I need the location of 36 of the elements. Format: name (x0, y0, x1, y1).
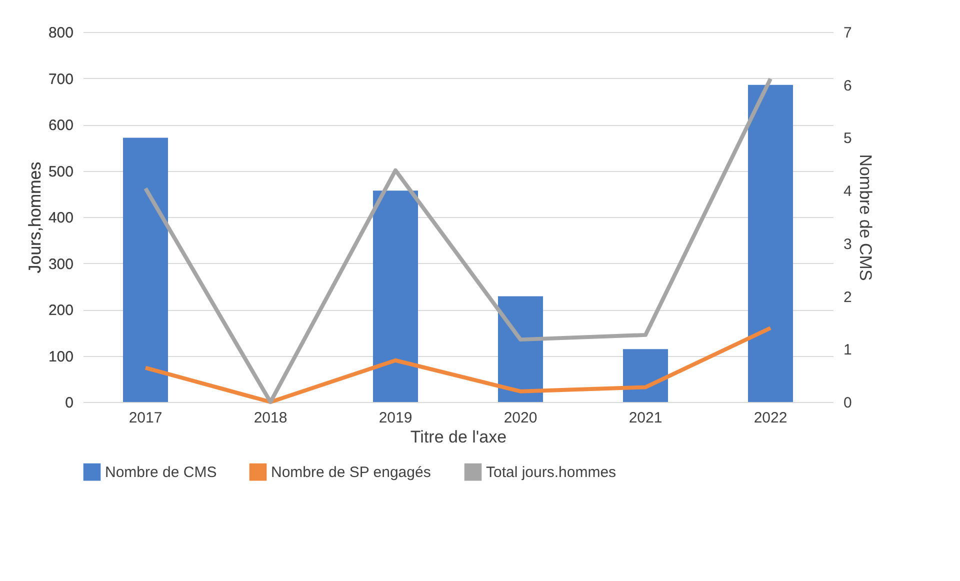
x-tick-label: 2020 (504, 410, 538, 426)
bar (748, 84, 793, 402)
y-axis-title: Jours,hommes (25, 162, 44, 274)
line-series (144, 326, 772, 404)
y2-tick-label: 5 (844, 130, 852, 148)
y-tick-label: 600 (48, 117, 74, 134)
y-tick-label: 500 (48, 163, 74, 180)
x-tick-label: 2017 (128, 410, 162, 426)
bar (498, 296, 543, 402)
x-tick-label: 2022 (754, 410, 788, 426)
bar (623, 349, 668, 402)
legend-label: Nombre de SP engagés (271, 464, 431, 482)
y2-tick-label: 7 (844, 24, 852, 42)
y-tick-label: 800 (48, 24, 74, 42)
y-tick-label: 100 (48, 348, 74, 366)
y-tick-label: 0 (65, 394, 74, 412)
x-tick-label: 2018 (254, 410, 288, 426)
x-axis-title: Titre de l'axe (410, 428, 507, 446)
y2-tick-label: 6 (844, 77, 852, 94)
y-tick-label: 400 (48, 210, 74, 226)
y-tick-label: 700 (48, 70, 74, 88)
y2-tick-label: 4 (844, 183, 852, 200)
line-series (144, 76, 772, 404)
y2-tick-label: 0 (844, 394, 852, 412)
x-tick-label: 2019 (378, 410, 412, 426)
x-tick-label: 2021 (628, 410, 662, 426)
legend-label: Nombre de CMS (105, 464, 217, 482)
y2-axis-title: Nombre de CMS (856, 154, 875, 281)
y2-tick-label: 3 (844, 236, 852, 253)
y2-tick-label: 2 (844, 288, 852, 306)
legend-label: Total jours.hommes (486, 464, 616, 482)
y2-tick-label: 1 (844, 342, 852, 359)
bar (123, 138, 168, 402)
bar (373, 190, 418, 402)
y-tick-label: 300 (48, 256, 74, 273)
y-tick-label: 200 (48, 302, 74, 319)
